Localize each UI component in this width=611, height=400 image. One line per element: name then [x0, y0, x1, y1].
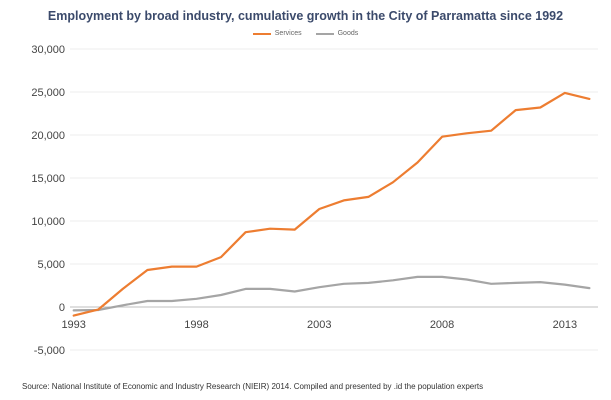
y-tick-label: 25,000: [31, 87, 65, 99]
legend-swatch-services: [252, 32, 271, 35]
x-tick-label: 2003: [307, 319, 331, 331]
y-tick-label: 15,000: [31, 173, 65, 185]
x-tick-label: 2013: [553, 319, 577, 331]
legend-swatch-goods: [315, 32, 334, 35]
series-line-services: [72, 91, 591, 317]
y-tick-label: 10,000: [31, 216, 65, 228]
y-tick-label: 0: [59, 302, 65, 314]
x-tick-label: 2008: [430, 319, 454, 331]
legend-label-goods: Goods: [337, 30, 359, 37]
source-note: Source: National Institute of Economic a…: [22, 382, 484, 391]
y-tick-label: 5,000: [37, 259, 65, 271]
legend-item-goods[interactable]: Goods: [315, 30, 359, 37]
x-tick-label: 1993: [61, 319, 85, 331]
legend-label-services: Services: [274, 30, 302, 37]
series-line-goods: [72, 275, 591, 312]
y-tick-label: -5,000: [34, 345, 65, 357]
y-tick-label: 20,000: [31, 130, 65, 142]
x-tick-label: 1998: [184, 319, 208, 331]
chart-title: Employment by broad industry, cumulative…: [47, 9, 564, 23]
legend-item-services[interactable]: Services: [252, 30, 302, 37]
y-tick-label: 30,000: [31, 44, 65, 56]
legend: Services Goods: [0, 30, 611, 37]
